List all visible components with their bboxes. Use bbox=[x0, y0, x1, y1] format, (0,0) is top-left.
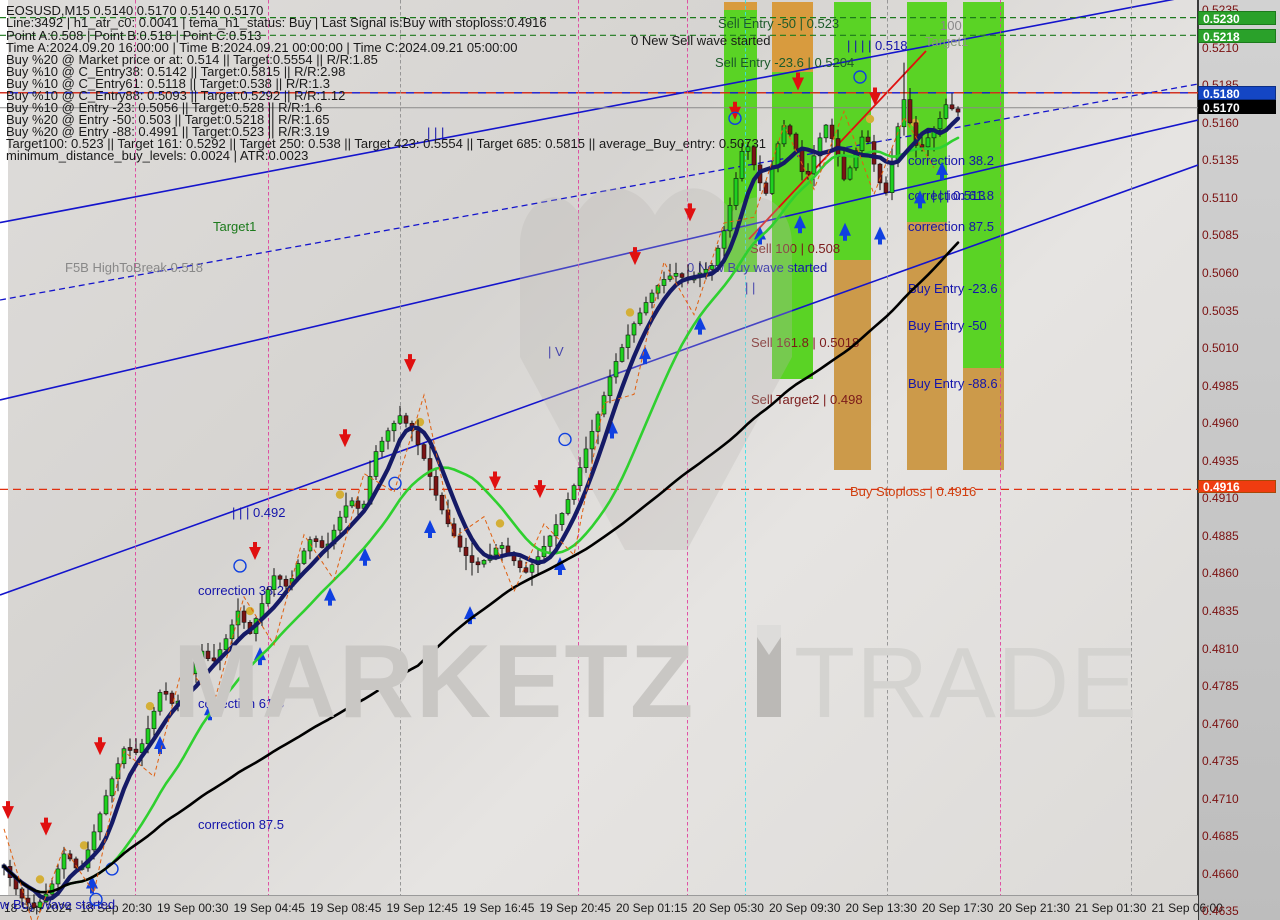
svg-text:MARKETZ: MARKETZ bbox=[173, 625, 695, 735]
svg-text:TRADE: TRADE bbox=[794, 627, 1138, 735]
